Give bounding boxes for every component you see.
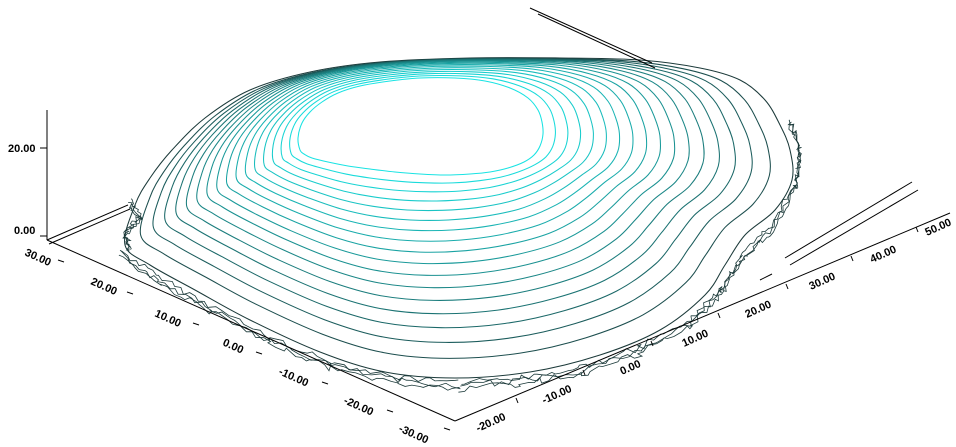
back-top-edge-1 (529, 7, 653, 64)
x-tick: 50.00 (923, 217, 953, 239)
y-tick: 20.00 (89, 276, 134, 298)
contour-line (124, 57, 794, 379)
axes-group (46, 7, 951, 422)
contour-line (152, 58, 753, 343)
y-tick-label: -10.00 (277, 366, 310, 390)
x-tick-label: 0.00 (618, 358, 642, 378)
x-axis-line (454, 212, 951, 422)
x-tick-label: 40.00 (868, 244, 898, 266)
x-tick-label: 50.00 (923, 217, 953, 239)
edge-noise-line (460, 121, 802, 387)
contour-line (175, 58, 720, 315)
contour-line (263, 68, 594, 212)
back-right-fragment (759, 273, 773, 281)
x-tick-label: 10.00 (680, 328, 710, 350)
y-tick: 0.00 (221, 337, 263, 357)
edge-noise-line (458, 124, 802, 393)
y-tick: 30.00 (23, 247, 65, 269)
edge-noise-line (122, 207, 143, 252)
contour-lines-group (124, 57, 794, 379)
x-tick-label: 30.00 (807, 271, 837, 293)
back-right-edge-1 (784, 181, 913, 259)
y-tick-label: 30.00 (23, 247, 53, 269)
contour-line (225, 62, 648, 253)
x-tick: 20.00 (743, 283, 789, 321)
back-floor-left-edge (46, 204, 129, 241)
contour-line (164, 58, 736, 329)
contour-line (185, 59, 705, 301)
contour-line (216, 61, 662, 265)
x-tick-label: -20.00 (474, 411, 507, 435)
x-tick: 40.00 (868, 226, 919, 266)
back-right-edge-2 (789, 189, 919, 266)
y-tick-label: 10.00 (153, 308, 183, 330)
y-tick: -30.00 (397, 423, 451, 447)
contour-line (206, 60, 676, 276)
contour-line (289, 75, 556, 184)
contour-line (254, 67, 607, 221)
y-tick: -20.00 (342, 395, 394, 419)
back-top-edge-2 (537, 13, 656, 69)
contour-line (280, 72, 569, 193)
y-tick: -10.00 (277, 366, 329, 390)
contour-line (271, 70, 582, 202)
y-tick: 10.00 (153, 308, 200, 330)
x-tick: 30.00 (807, 255, 854, 293)
x-tick-label: 20.00 (743, 299, 773, 321)
y-tick-label: 20.00 (89, 276, 119, 298)
contour-line (297, 77, 544, 176)
edge-noise-line (123, 198, 142, 247)
z-tick-label: 20.00 (8, 143, 36, 155)
edge-noise-line (461, 119, 802, 385)
contour-line (139, 57, 771, 359)
z-tick-label: 0.00 (14, 225, 35, 237)
edge-noise-line (118, 254, 460, 391)
back-floor-left-edge-2 (48, 208, 131, 245)
contour-line (235, 64, 634, 242)
y-axis-line (46, 239, 456, 422)
y-tick-label: 0.00 (221, 337, 245, 357)
contour-line (244, 65, 621, 232)
x-tick-label: -10.00 (540, 383, 573, 407)
y-tick-label: -20.00 (342, 395, 375, 419)
contour-line (196, 59, 690, 289)
y-tick-label: -30.00 (397, 423, 430, 447)
